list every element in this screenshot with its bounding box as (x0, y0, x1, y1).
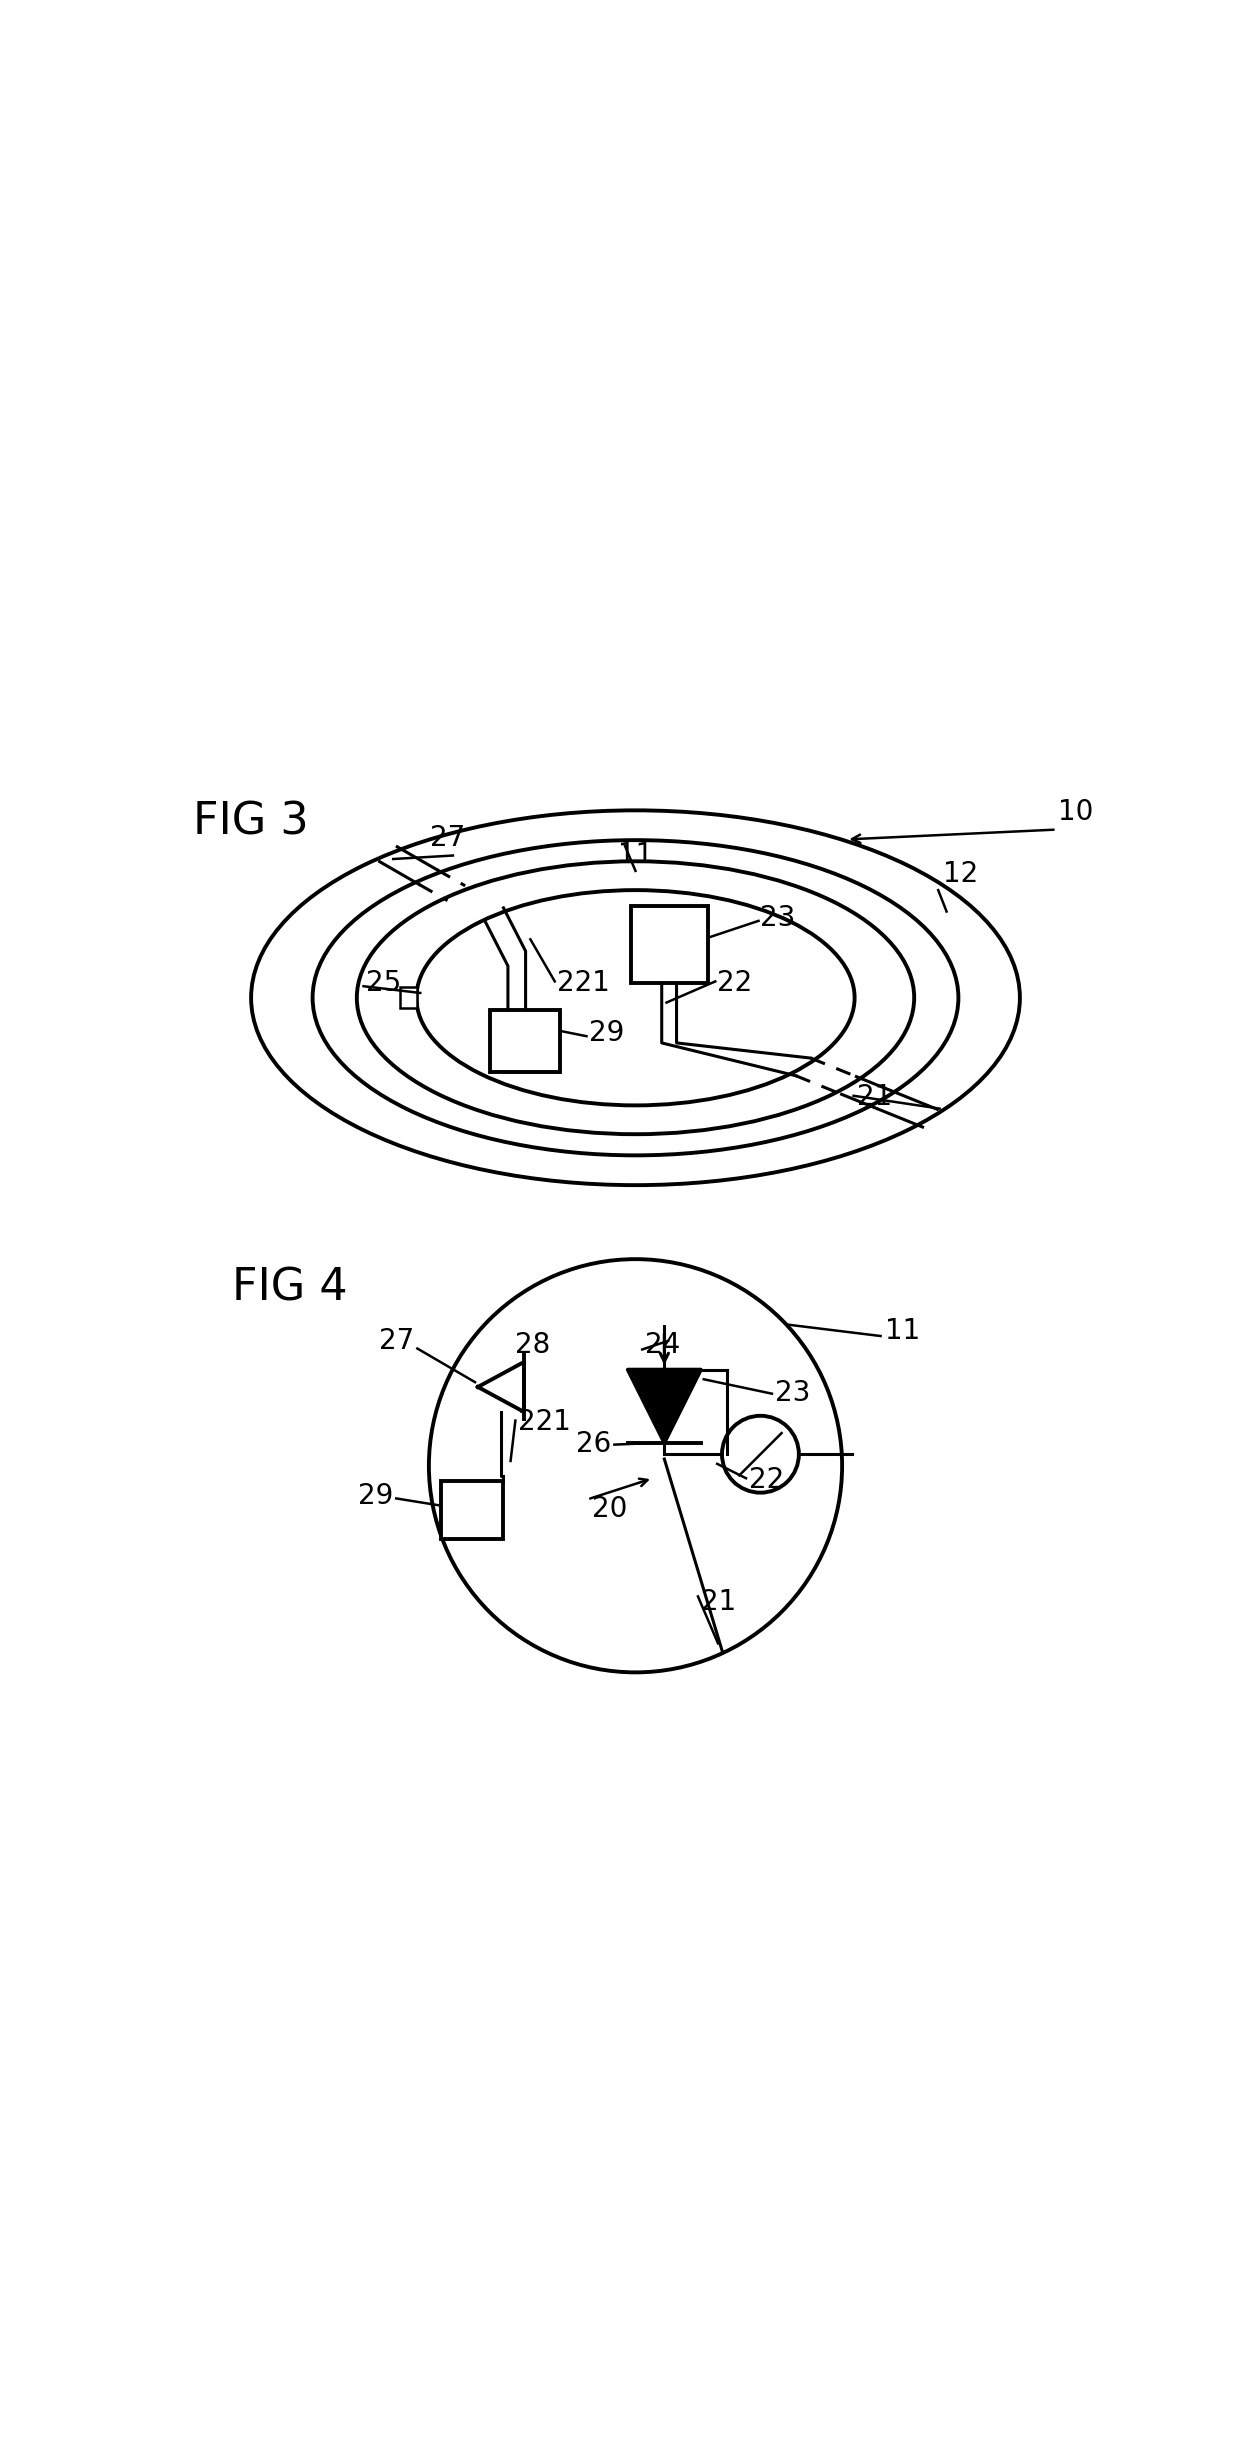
Text: 23: 23 (775, 1378, 810, 1408)
Text: 20: 20 (593, 1494, 627, 1523)
Text: 29: 29 (589, 1019, 625, 1046)
Text: 29: 29 (358, 1482, 393, 1511)
Text: 24: 24 (645, 1331, 681, 1358)
Text: 27: 27 (430, 824, 466, 852)
Text: 12: 12 (942, 861, 978, 888)
Text: 11: 11 (885, 1317, 920, 1344)
Bar (401, 987, 418, 1009)
Bar (441, 1482, 503, 1538)
Text: 25: 25 (367, 970, 402, 997)
Text: 221: 221 (557, 970, 610, 997)
Text: 22: 22 (717, 970, 753, 997)
Text: 10: 10 (1059, 797, 1094, 827)
Text: FIG 4: FIG 4 (232, 1267, 347, 1309)
Text: 26: 26 (577, 1430, 611, 1459)
Polygon shape (627, 1371, 701, 1442)
Text: FIG 3: FIG 3 (193, 800, 309, 844)
Text: 21: 21 (857, 1083, 892, 1112)
Text: 23: 23 (760, 903, 796, 933)
Text: 22: 22 (749, 1467, 784, 1494)
Text: 11: 11 (618, 842, 653, 869)
Circle shape (722, 1415, 799, 1494)
Text: 21: 21 (701, 1587, 737, 1617)
Bar (631, 906, 708, 984)
Text: 28: 28 (516, 1331, 551, 1358)
Text: 27: 27 (379, 1326, 414, 1354)
Bar (490, 1009, 559, 1073)
Text: 221: 221 (518, 1408, 572, 1437)
